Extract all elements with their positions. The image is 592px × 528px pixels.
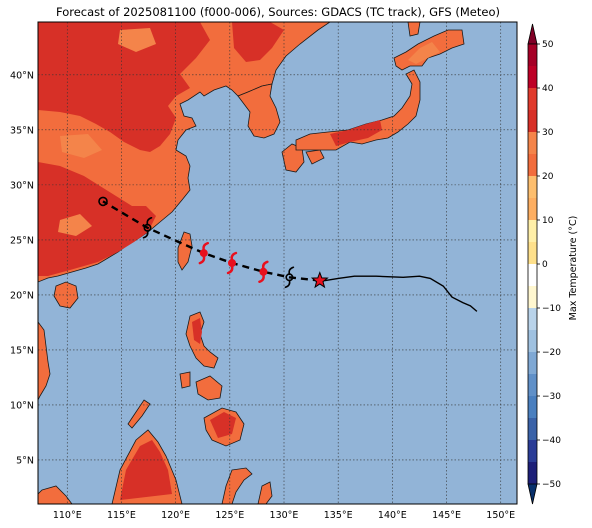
lon-tick-label: 150°E bbox=[486, 510, 515, 521]
lat-tick-label: 10°N bbox=[10, 400, 34, 411]
colorbar-tick-label: −40 bbox=[542, 436, 561, 446]
colorbar-segment bbox=[528, 88, 537, 111]
lat-tick-label: 25°N bbox=[10, 235, 34, 246]
colorbar-segment bbox=[528, 242, 537, 265]
heat-region-north-china bbox=[38, 22, 210, 152]
tropical-depression-icon bbox=[284, 266, 295, 289]
heat-region-mindanao bbox=[210, 412, 236, 438]
cyclone-track bbox=[98, 196, 478, 312]
land-mindoro bbox=[179, 371, 191, 389]
land-taiwan bbox=[177, 231, 193, 271]
map-frame bbox=[37, 21, 518, 505]
land-indochina bbox=[38, 321, 51, 401]
land-visayas bbox=[195, 375, 223, 401]
lat-tick-label: 5°N bbox=[16, 455, 34, 466]
colorbar-segment bbox=[528, 352, 537, 375]
warm-patch-north bbox=[118, 28, 156, 52]
lon-tick-label: 130°E bbox=[270, 510, 299, 521]
lat-tick-label: 20°N bbox=[10, 290, 34, 301]
colorbar-segment bbox=[528, 374, 537, 397]
lon-tick-label: 135°E bbox=[324, 510, 353, 521]
warm-patch-highland bbox=[58, 214, 92, 236]
colorbar-segment bbox=[528, 220, 537, 243]
colorbar: 50 40 30 20 10 0 −10 −20 −30 −40 −50 Max Temperatu… bbox=[527, 23, 579, 505]
lat-tick-label: 40°N bbox=[10, 70, 34, 81]
lat-tick-label: 15°N bbox=[10, 345, 34, 356]
low-pressure-icon bbox=[98, 196, 108, 207]
land-korea bbox=[237, 83, 281, 139]
land-halmahera bbox=[257, 481, 273, 504]
land-malay-peninsula bbox=[38, 485, 73, 504]
colorbar-segment bbox=[528, 418, 537, 441]
lon-tick-label: 120°E bbox=[161, 510, 190, 521]
lon-tick-label: 115°E bbox=[107, 510, 136, 521]
colorbar-segment bbox=[528, 308, 537, 331]
colorbar-segment bbox=[528, 66, 537, 89]
lon-tick-label: 145°E bbox=[432, 510, 461, 521]
tropical-depression-icon bbox=[142, 217, 153, 239]
colorbar-segment bbox=[528, 440, 537, 463]
colorbar-tick-label: 40 bbox=[542, 84, 554, 94]
colorbar-tick-label: −10 bbox=[542, 304, 561, 314]
map-area bbox=[38, 22, 517, 504]
colorbar-segment bbox=[528, 44, 537, 67]
typhoon-symbol-icon bbox=[198, 241, 210, 265]
colorbar-segment bbox=[528, 396, 537, 419]
colorbar-segment bbox=[528, 154, 537, 177]
typhoon-symbol-icon bbox=[226, 251, 238, 275]
heat-region-northeast bbox=[232, 22, 284, 62]
warm-patch-hills bbox=[60, 134, 102, 158]
colorbar-segment bbox=[528, 176, 537, 199]
land-sulawesi bbox=[221, 467, 253, 504]
latitude-labels: 5°N 10°N 15°N 20°N 25°N 30°N 35°N 40°N bbox=[10, 70, 34, 466]
warm-patch-hokkaido bbox=[408, 42, 440, 64]
colorbar-segment bbox=[528, 286, 537, 309]
land-kyushu bbox=[281, 143, 305, 173]
colorbar-segment bbox=[528, 462, 537, 485]
colorbar-extend-min-arrow bbox=[527, 483, 538, 505]
lat-lon-grid bbox=[38, 22, 517, 504]
colorbar-tick-label: 50 bbox=[542, 40, 554, 50]
colorbar-segment bbox=[528, 264, 537, 287]
colorbar-segment bbox=[528, 132, 537, 155]
colorbar-tick-label: 0 bbox=[542, 260, 548, 270]
land-palawan bbox=[127, 399, 151, 429]
observed-track-line bbox=[319, 275, 478, 312]
heat-region-borneo bbox=[120, 440, 172, 500]
colorbar-extend-max-arrow bbox=[527, 23, 538, 45]
colorbar-tick-label: 20 bbox=[542, 172, 554, 182]
lon-tick-label: 140°E bbox=[378, 510, 407, 521]
longitude-labels: 110°E 115°E 120°E 125°E 130°E 135°E 140°E 145°E… bbox=[53, 510, 515, 521]
heat-region-japan bbox=[330, 120, 382, 146]
colorbar-tick-label: −20 bbox=[542, 348, 561, 358]
map-title: Forecast of 2025081100 (f000-006), Sourc… bbox=[56, 5, 500, 19]
lon-tick-label: 110°E bbox=[53, 510, 82, 521]
current-position-star bbox=[310, 271, 329, 289]
land-sakhalin bbox=[407, 22, 421, 37]
colorbar-tick-label: −50 bbox=[542, 480, 561, 490]
colorbar-tick-label: −30 bbox=[542, 392, 561, 402]
heat-region-luzon bbox=[192, 318, 202, 344]
colorbar-tick-label: 30 bbox=[542, 128, 554, 138]
typhoon-symbol-icon bbox=[258, 260, 269, 283]
colorbar-tick-label: 10 bbox=[542, 216, 554, 226]
colorbar-segment bbox=[528, 110, 537, 133]
colorbar-segment bbox=[528, 330, 537, 353]
colorbar-segment bbox=[528, 198, 537, 221]
land-shikoku bbox=[305, 149, 325, 165]
lat-tick-label: 35°N bbox=[10, 125, 34, 136]
colorbar-label: Max Temperature (°C) bbox=[568, 216, 579, 321]
lat-tick-label: 30°N bbox=[10, 180, 34, 191]
lon-tick-label: 125°E bbox=[215, 510, 244, 521]
